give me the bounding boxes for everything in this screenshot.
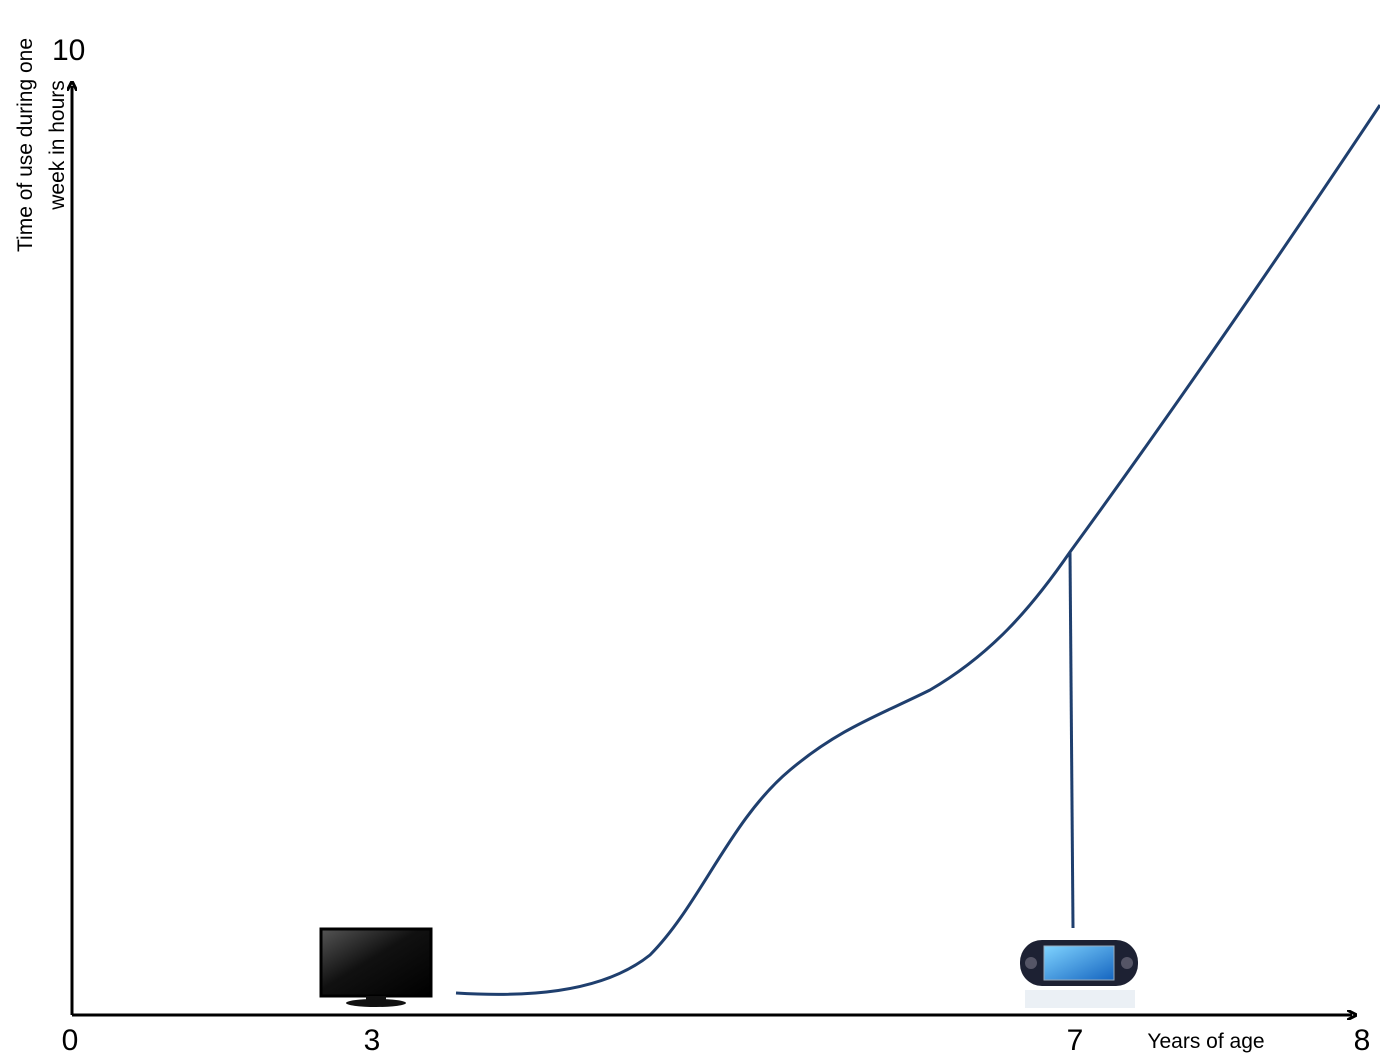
- y-top-label: 10: [52, 34, 85, 67]
- x-label: 3: [364, 1024, 381, 1057]
- drop-line: [1068, 551, 1075, 929]
- y-title-line: week in hours: [46, 80, 69, 211]
- y-title-line: Time of use during one: [14, 38, 37, 252]
- y-title: Time of use during one week in hours: [14, 38, 69, 252]
- tv-icon: [319, 927, 433, 1007]
- x-title: Years of age: [1147, 1030, 1264, 1053]
- console-icon: [1020, 940, 1138, 1008]
- x-label: 8: [1354, 1024, 1371, 1057]
- x-label: 7: [1067, 1024, 1084, 1057]
- usage-curve: [455, 104, 1380, 996]
- x-label: 0: [62, 1024, 79, 1057]
